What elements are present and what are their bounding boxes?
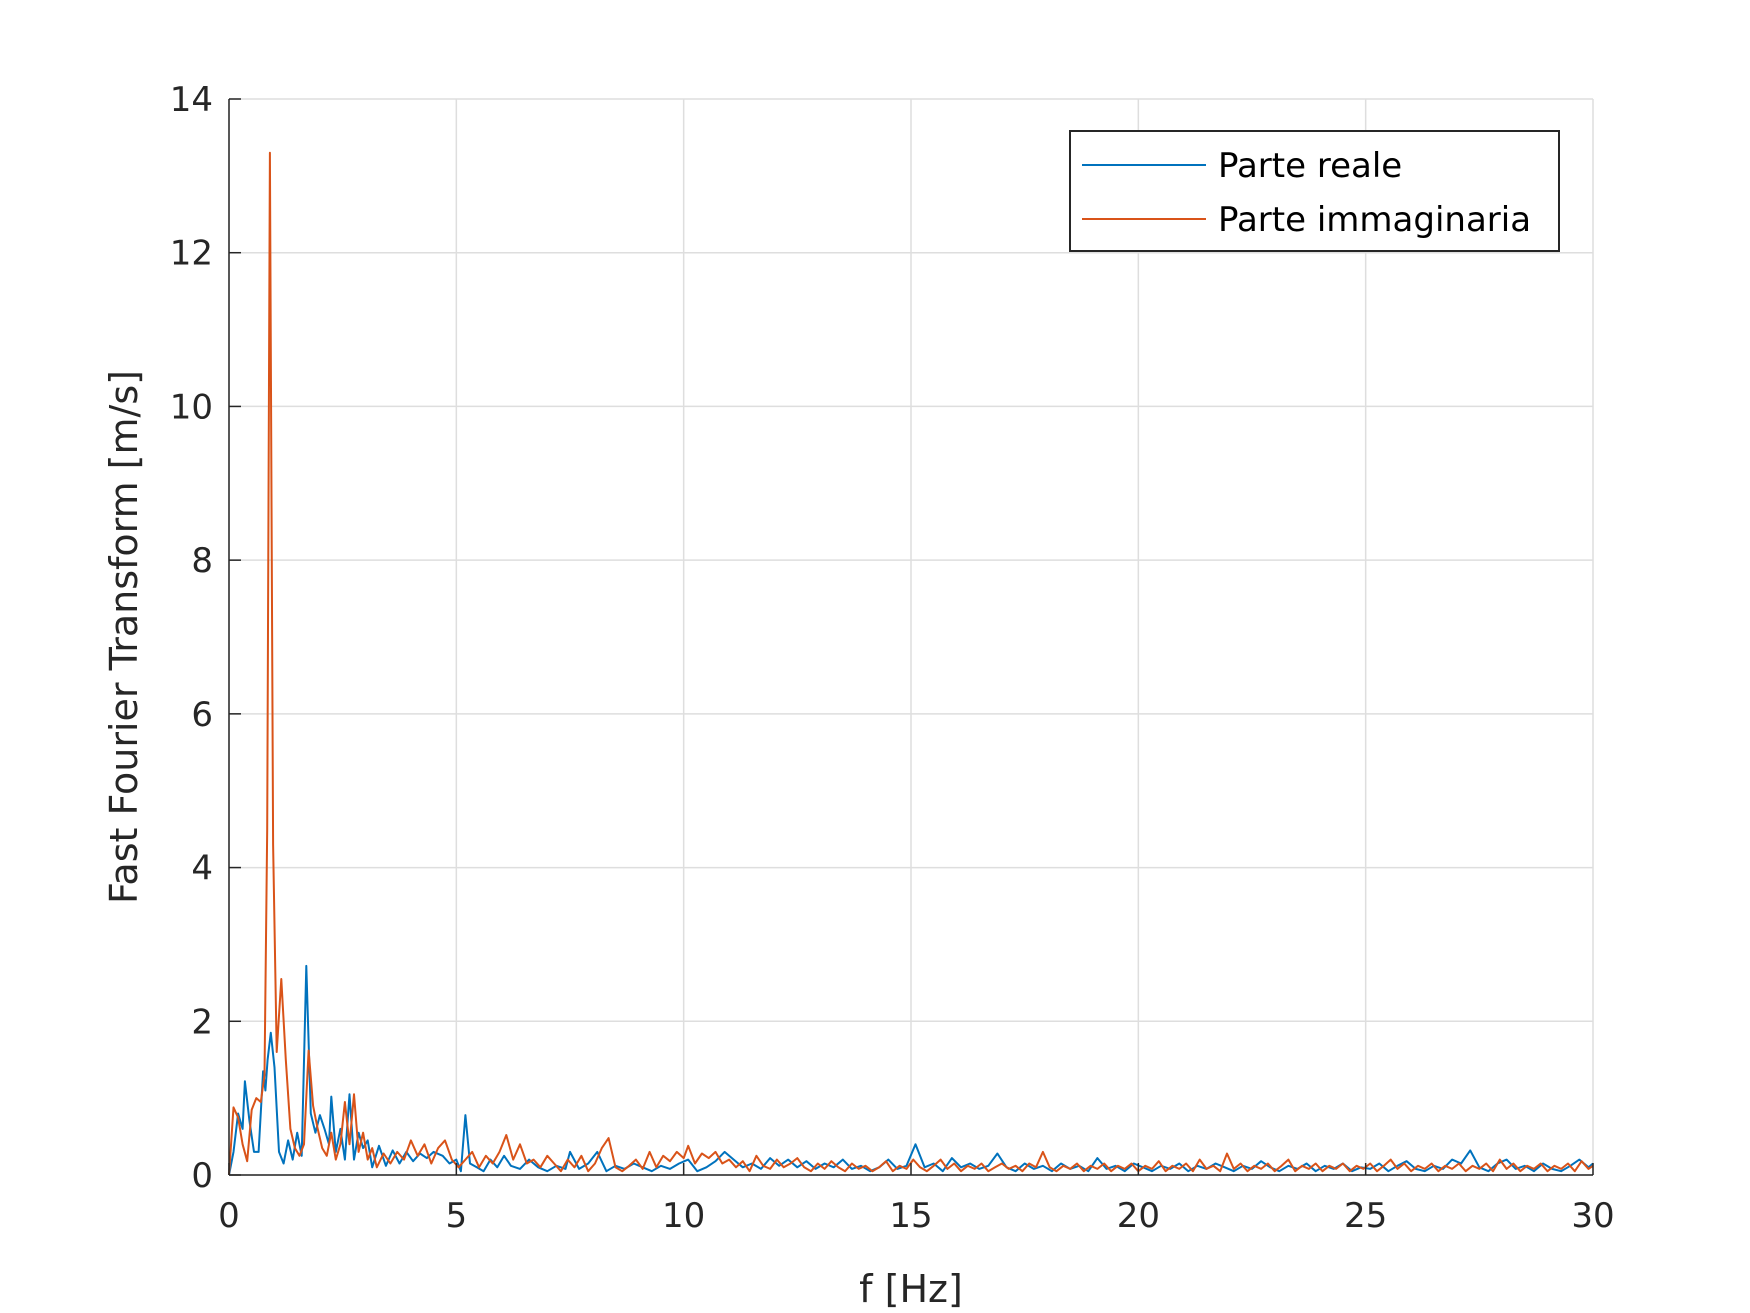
x-tick-label: 10 bbox=[662, 1196, 705, 1236]
x-axis-label: f [Hz] bbox=[859, 1267, 963, 1311]
y-tick-label: 4 bbox=[191, 849, 213, 889]
y-axis-label: Fast Fourier Transform [m/s] bbox=[102, 370, 146, 904]
y-tick-label: 12 bbox=[170, 234, 213, 274]
x-tick-label: 5 bbox=[446, 1196, 468, 1236]
y-tick-label: 10 bbox=[170, 387, 213, 427]
series-layer bbox=[228, 151, 1594, 1176]
legend: Parte reale Parte immaginaria bbox=[1069, 130, 1560, 252]
legend-label-parte-immaginaria: Parte immaginaria bbox=[1218, 200, 1531, 240]
y-tick-label: 6 bbox=[191, 695, 213, 735]
x-tick-label: 25 bbox=[1344, 1196, 1387, 1236]
x-tick-label: 30 bbox=[1571, 1196, 1614, 1236]
x-tick-label: 15 bbox=[889, 1196, 932, 1236]
series-line-parte-immaginaria bbox=[228, 151, 1594, 1176]
y-tick-label: 14 bbox=[170, 80, 213, 120]
x-axis-ticks: 0 5 10 15 20 25 30 bbox=[218, 1163, 1615, 1236]
y-tick-label: 2 bbox=[191, 1002, 213, 1042]
x-tick-label: 20 bbox=[1117, 1196, 1160, 1236]
x-tick-label: 0 bbox=[218, 1196, 240, 1236]
y-tick-label: 0 bbox=[191, 1156, 213, 1196]
y-axis-ticks: 0 2 4 6 8 10 12 14 bbox=[170, 80, 241, 1196]
legend-label-parte-reale: Parte reale bbox=[1218, 146, 1402, 186]
y-tick-label: 8 bbox=[191, 541, 213, 581]
legend-box bbox=[1069, 130, 1560, 252]
